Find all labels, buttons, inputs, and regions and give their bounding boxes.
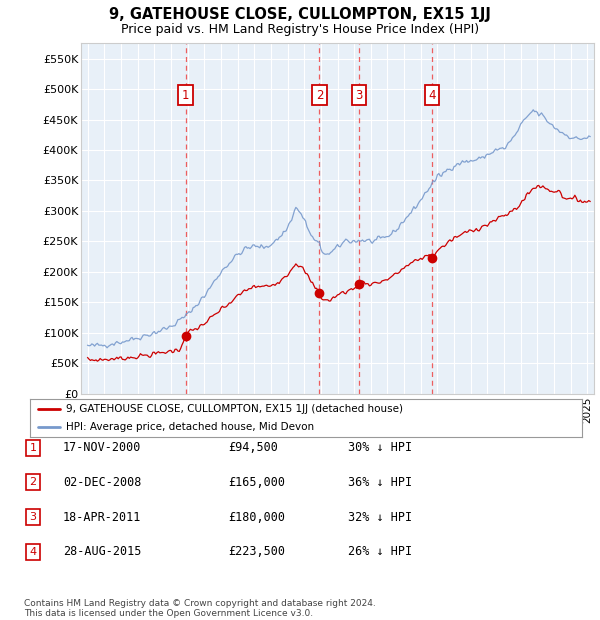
Text: 28-AUG-2015: 28-AUG-2015 <box>63 546 142 558</box>
Text: 2: 2 <box>29 477 37 487</box>
Text: 1: 1 <box>29 443 37 453</box>
Text: Contains HM Land Registry data © Crown copyright and database right 2024.
This d: Contains HM Land Registry data © Crown c… <box>24 599 376 618</box>
Text: 4: 4 <box>29 547 37 557</box>
Text: 18-APR-2011: 18-APR-2011 <box>63 511 142 523</box>
Text: 36% ↓ HPI: 36% ↓ HPI <box>348 476 412 489</box>
Text: 17-NOV-2000: 17-NOV-2000 <box>63 441 142 454</box>
Text: £180,000: £180,000 <box>228 511 285 523</box>
Text: 9, GATEHOUSE CLOSE, CULLOMPTON, EX15 1JJ (detached house): 9, GATEHOUSE CLOSE, CULLOMPTON, EX15 1JJ… <box>66 404 403 414</box>
Text: Price paid vs. HM Land Registry's House Price Index (HPI): Price paid vs. HM Land Registry's House … <box>121 23 479 36</box>
Text: £165,000: £165,000 <box>228 476 285 489</box>
Text: 32% ↓ HPI: 32% ↓ HPI <box>348 511 412 523</box>
Text: £94,500: £94,500 <box>228 441 278 454</box>
Text: 2: 2 <box>316 89 323 102</box>
Text: 1: 1 <box>182 89 189 102</box>
Text: 3: 3 <box>355 89 363 102</box>
Text: 3: 3 <box>29 512 37 522</box>
Text: 26% ↓ HPI: 26% ↓ HPI <box>348 546 412 558</box>
Text: £223,500: £223,500 <box>228 546 285 558</box>
Text: 02-DEC-2008: 02-DEC-2008 <box>63 476 142 489</box>
Text: 4: 4 <box>428 89 436 102</box>
Text: HPI: Average price, detached house, Mid Devon: HPI: Average price, detached house, Mid … <box>66 422 314 433</box>
Text: 9, GATEHOUSE CLOSE, CULLOMPTON, EX15 1JJ: 9, GATEHOUSE CLOSE, CULLOMPTON, EX15 1JJ <box>109 7 491 22</box>
Text: 30% ↓ HPI: 30% ↓ HPI <box>348 441 412 454</box>
